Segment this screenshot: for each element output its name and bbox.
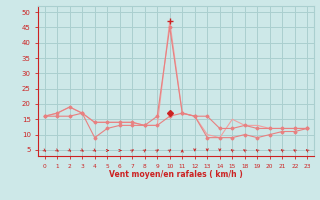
X-axis label: Vent moyen/en rafales ( km/h ): Vent moyen/en rafales ( km/h ) (109, 170, 243, 179)
